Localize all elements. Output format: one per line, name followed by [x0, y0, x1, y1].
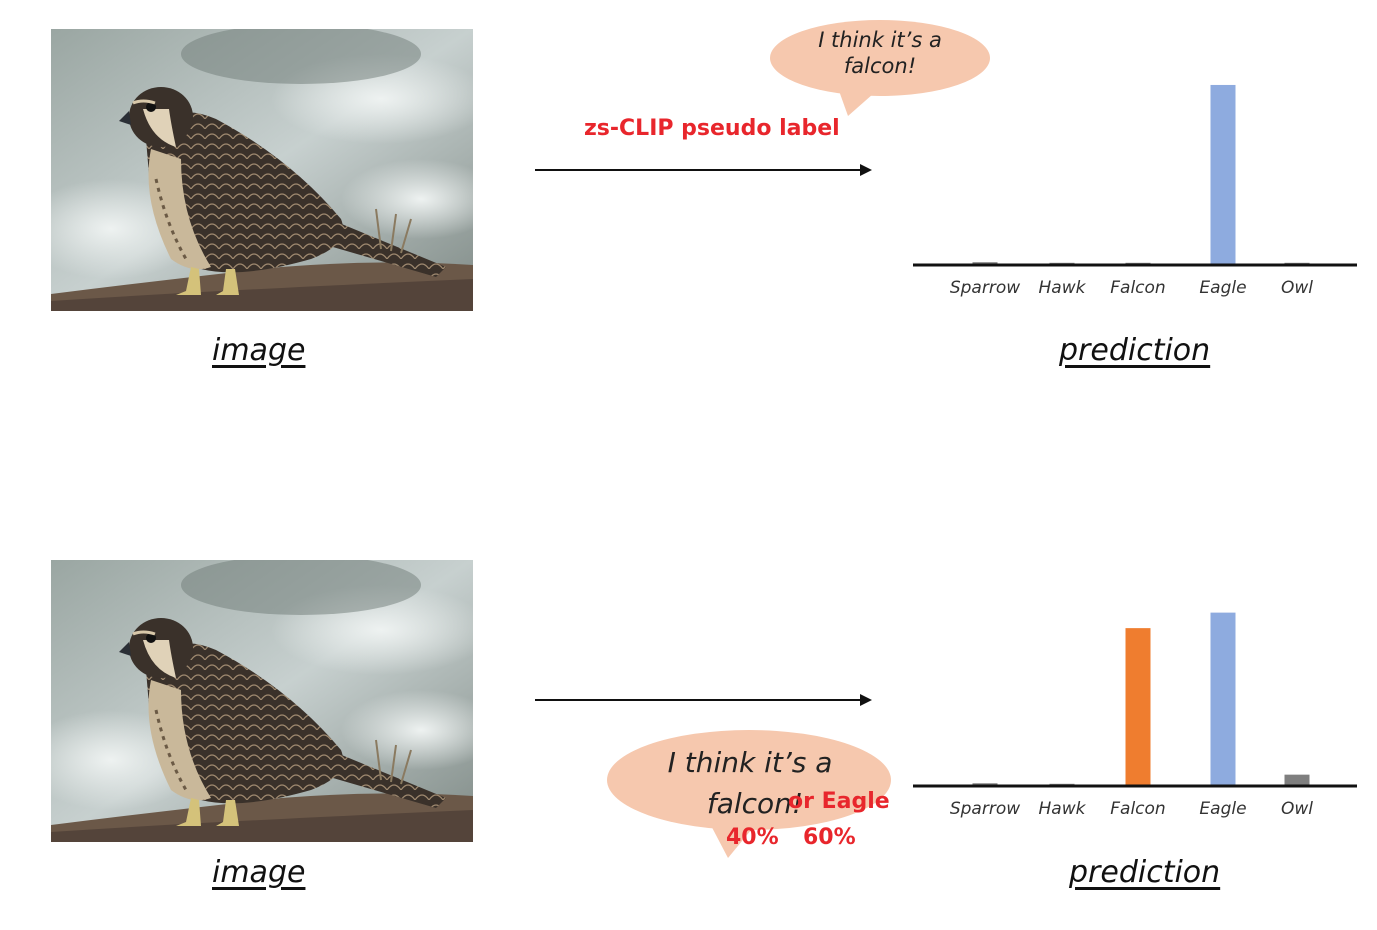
prediction-caption-top: prediction [1059, 333, 1211, 368]
tick-label-hawk: Hawk [1039, 278, 1087, 298]
tick-label-owl: Owl [1281, 278, 1313, 298]
tick-label-falcon: Falcon [1110, 799, 1165, 819]
tick-label-hawk: Hawk [1039, 799, 1087, 819]
bubble-line2: falcon! [843, 54, 917, 79]
bar-eagle [1210, 612, 1236, 785]
bubble-line2-bottom: falcon! [706, 786, 804, 820]
tick-label-sparrow: Sparrow [950, 799, 1020, 819]
image-caption-bottom: image [212, 855, 306, 890]
pseudo-label-text: zs-CLIP pseudo label [584, 116, 840, 141]
tick-label-eagle: Eagle [1199, 799, 1246, 819]
bar-hawk [1049, 783, 1075, 785]
falcon-photo-bottom [51, 560, 473, 842]
speech-bubble-bottom [607, 730, 891, 858]
prediction-chart-top: Sparrow Hawk Falcon Eagle Owl [913, 84, 1357, 298]
bar-eagle [1210, 84, 1236, 264]
alt-label-eagle: or Eagle [788, 789, 890, 814]
speech-bubble-text-top: I think it’s a falcon! [790, 27, 970, 80]
speech-bubble-top [770, 20, 990, 116]
falcon-photo-top [51, 29, 473, 311]
speech-bubble-text-bottom: I think it’s a falcon! [640, 743, 860, 824]
tick-label-falcon: Falcon [1110, 278, 1165, 298]
tick-label-owl: Owl [1281, 799, 1313, 819]
pct-falcon: 40% [726, 825, 779, 850]
image-caption-top: image [212, 333, 306, 368]
bar-owl [1284, 774, 1310, 785]
arrow-bottom [535, 694, 872, 706]
bar-sparrow [972, 783, 998, 785]
pct-eagle: 60% [803, 825, 856, 850]
bar-hawk [1049, 262, 1075, 264]
bar-falcon [1125, 628, 1151, 785]
tick-label-eagle: Eagle [1199, 278, 1246, 298]
arrow-top [535, 164, 872, 176]
bar-owl [1284, 262, 1310, 264]
tick-label-sparrow: Sparrow [950, 278, 1020, 298]
bar-sparrow [972, 262, 998, 264]
prediction-chart-bottom: Sparrow Hawk Falcon Eagle Owl [913, 612, 1357, 819]
bar-falcon [1125, 262, 1151, 264]
prediction-caption-bottom: prediction [1069, 855, 1221, 890]
bubble-line1-bottom: I think it’s a [667, 746, 833, 779]
bubble-line1: I think it’s a [818, 28, 942, 52]
